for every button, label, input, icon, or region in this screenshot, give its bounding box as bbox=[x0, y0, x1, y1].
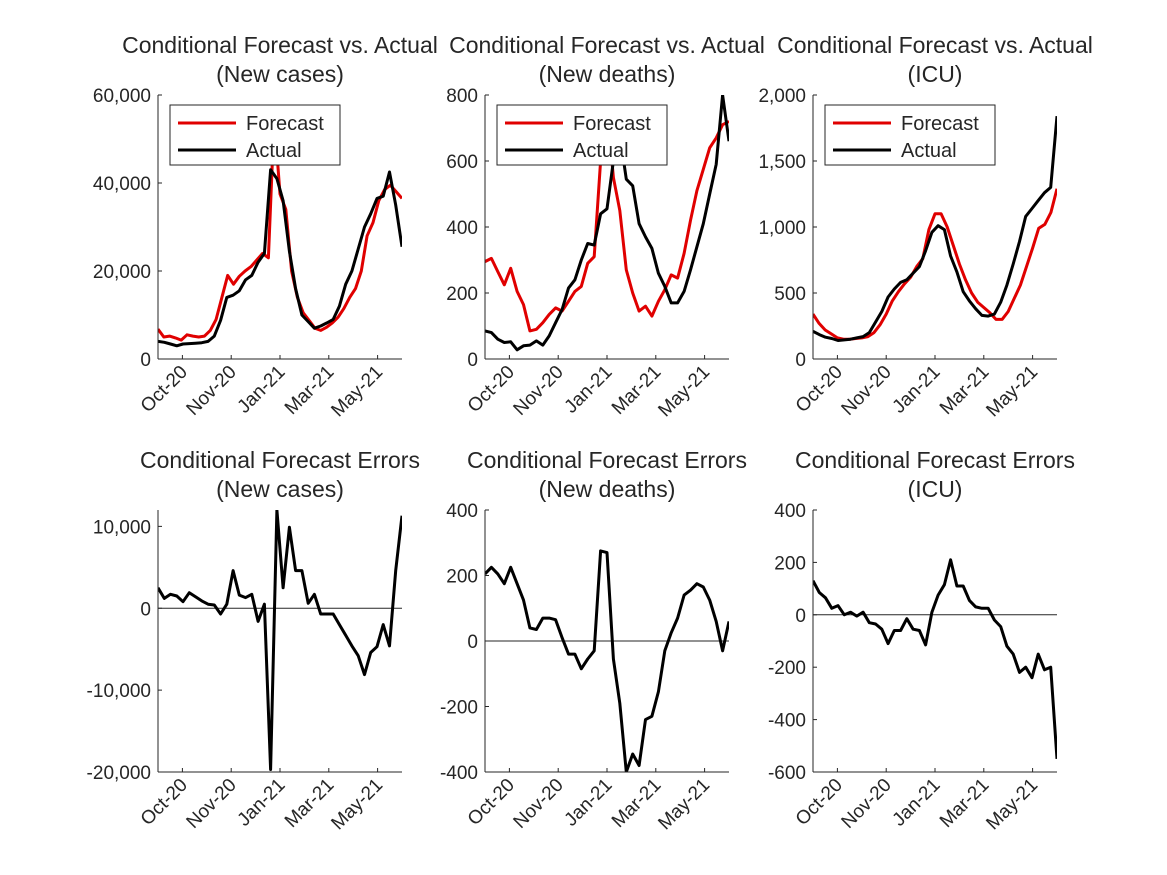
y-tick-label: 10,000 bbox=[93, 517, 151, 538]
y-tick-label: 0 bbox=[795, 350, 806, 371]
x-tick-label: Mar-21 bbox=[608, 775, 665, 832]
chart-title: Conditional Forecast vs. Actual bbox=[777, 32, 1093, 58]
x-tick-label: Mar-21 bbox=[281, 362, 338, 419]
x-tick-label: Nov-20 bbox=[838, 775, 896, 833]
y-tick-label: -200 bbox=[440, 698, 478, 719]
y-tick-label: 800 bbox=[446, 86, 478, 107]
x-tick-label: Mar-21 bbox=[608, 362, 665, 419]
x-tick-label: Jan-21 bbox=[561, 362, 617, 418]
chart-subtitle: (New cases) bbox=[216, 61, 344, 87]
y-tick-label: -400 bbox=[440, 763, 478, 784]
x-tick-label: May-21 bbox=[327, 775, 387, 835]
chart-panel-2: 0200400600800Oct-20Nov-20Jan-21Mar-21May… bbox=[446, 32, 765, 421]
y-tick-label: 200 bbox=[446, 567, 478, 588]
legend-label-forecast: Forecast bbox=[246, 113, 324, 135]
chart-panel-3: 05001,0001,5002,000Oct-20Nov-20Jan-21Mar… bbox=[758, 32, 1092, 421]
legend-label-forecast: Forecast bbox=[901, 113, 979, 135]
series-line-actual bbox=[158, 168, 402, 348]
y-tick-label: 400 bbox=[446, 501, 478, 522]
x-tick-label: May-21 bbox=[982, 775, 1042, 835]
y-tick-label: 600 bbox=[446, 152, 478, 173]
chart-title: Conditional Forecast Errors bbox=[467, 447, 747, 473]
chart-subtitle: (New deaths) bbox=[539, 476, 676, 502]
series-line-forecast bbox=[813, 188, 1057, 341]
x-tick-label: Mar-21 bbox=[281, 775, 338, 832]
chart-panel-6: -600-400-2000200400Oct-20Nov-20Jan-21Mar… bbox=[768, 447, 1075, 834]
y-tick-label: 20,000 bbox=[93, 262, 151, 283]
chart-title: Conditional Forecast Errors bbox=[795, 447, 1075, 473]
x-tick-label: Jan-21 bbox=[234, 775, 290, 831]
legend-label-actual: Actual bbox=[901, 140, 957, 162]
legend-box bbox=[824, 104, 996, 166]
y-tick-label: 60,000 bbox=[93, 86, 151, 107]
y-tick-label: -400 bbox=[768, 711, 806, 732]
y-tick-label: -10,000 bbox=[87, 681, 151, 702]
y-tick-label: 0 bbox=[795, 606, 806, 627]
y-tick-label: 400 bbox=[774, 501, 806, 522]
legend-box bbox=[169, 104, 341, 166]
chart-panel-1: 020,00040,00060,000Oct-20Nov-20Jan-21Mar… bbox=[93, 32, 438, 421]
chart-panel-4: -20,000-10,000010,000Oct-20Nov-20Jan-21M… bbox=[87, 447, 420, 834]
legend: Forecast Actual bbox=[824, 104, 996, 166]
chart-subtitle: (New deaths) bbox=[539, 61, 676, 87]
chart-subtitle: (ICU) bbox=[908, 61, 963, 87]
y-tick-label: 0 bbox=[467, 632, 478, 653]
y-tick-label: 0 bbox=[140, 599, 151, 620]
chart-title: Conditional Forecast vs. Actual bbox=[449, 32, 765, 58]
x-tick-label: May-21 bbox=[982, 362, 1042, 422]
chart-subtitle: (New cases) bbox=[216, 476, 344, 502]
y-tick-label: 200 bbox=[774, 553, 806, 574]
y-tick-label: 0 bbox=[467, 350, 478, 371]
x-tick-label: Nov-20 bbox=[510, 775, 568, 833]
y-tick-label: 200 bbox=[446, 284, 478, 305]
y-tick-label: 0 bbox=[140, 350, 151, 371]
chart-title: Conditional Forecast Errors bbox=[140, 447, 420, 473]
x-tick-label: Jan-21 bbox=[889, 362, 945, 418]
legend-label-forecast: Forecast bbox=[573, 113, 651, 135]
x-tick-label: Nov-20 bbox=[838, 362, 896, 420]
y-tick-label: -200 bbox=[768, 658, 806, 679]
series-line-errors bbox=[158, 510, 402, 771]
x-tick-label: Nov-20 bbox=[183, 775, 241, 833]
y-tick-label: 500 bbox=[774, 284, 806, 305]
legend-label-actual: Actual bbox=[573, 140, 629, 162]
x-tick-label: Jan-21 bbox=[234, 362, 290, 418]
legend-label-actual: Actual bbox=[246, 140, 302, 162]
y-tick-label: -600 bbox=[768, 763, 806, 784]
chart-subtitle: (ICU) bbox=[908, 476, 963, 502]
y-tick-label: 400 bbox=[446, 218, 478, 239]
x-tick-label: May-21 bbox=[654, 362, 714, 422]
y-tick-label: 2,000 bbox=[758, 86, 806, 107]
x-tick-label: Mar-21 bbox=[936, 362, 993, 419]
x-tick-label: Jan-21 bbox=[561, 775, 617, 831]
y-tick-label: 1,500 bbox=[758, 152, 806, 173]
series-line-errors bbox=[485, 549, 729, 772]
series-line-actual bbox=[813, 115, 1057, 342]
series-line-errors bbox=[813, 558, 1057, 760]
legend-box bbox=[496, 104, 668, 166]
legend: Forecast Actual bbox=[496, 104, 668, 166]
x-tick-label: May-21 bbox=[327, 362, 387, 422]
x-tick-label: May-21 bbox=[654, 775, 714, 835]
x-tick-label: Nov-20 bbox=[183, 362, 241, 420]
y-tick-label: 40,000 bbox=[93, 174, 151, 195]
x-tick-label: Mar-21 bbox=[936, 775, 993, 832]
y-tick-label: 1,000 bbox=[758, 218, 806, 239]
y-tick-label: -20,000 bbox=[87, 763, 151, 784]
series-line-actual bbox=[485, 95, 729, 352]
x-tick-label: Nov-20 bbox=[510, 362, 568, 420]
chart-title: Conditional Forecast vs. Actual bbox=[122, 32, 438, 58]
x-tick-label: Jan-21 bbox=[889, 775, 945, 831]
chart-panel-5: -400-2000200400Oct-20Nov-20Jan-21Mar-21M… bbox=[440, 447, 747, 834]
legend: Forecast Actual bbox=[169, 104, 341, 166]
